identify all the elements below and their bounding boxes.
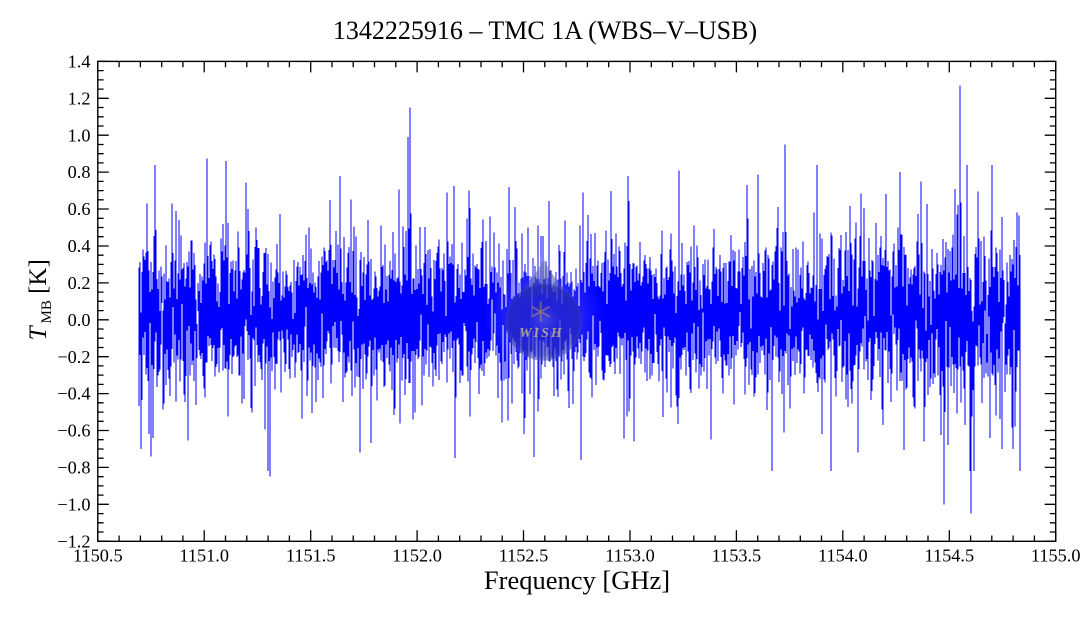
svg-text:1154.0: 1154.0	[818, 546, 868, 566]
svg-text:1150.5: 1150.5	[73, 546, 123, 566]
svg-text:0.2: 0.2	[68, 273, 91, 293]
svg-text:1342225916 – TMC 1A (WBS–V–USB: 1342225916 – TMC 1A (WBS–V–USB)	[333, 16, 757, 45]
svg-text:1151.5: 1151.5	[286, 546, 336, 566]
svg-text:0.0: 0.0	[68, 310, 91, 330]
svg-text:1151.0: 1151.0	[179, 546, 229, 566]
svg-text:Frequency [GHz]: Frequency [GHz]	[484, 565, 670, 595]
svg-text:1.2: 1.2	[68, 88, 91, 108]
svg-text:0.8: 0.8	[68, 162, 91, 182]
svg-text:0.6: 0.6	[68, 199, 91, 219]
svg-text:−0.2: −0.2	[57, 347, 90, 367]
svg-text:1152.5: 1152.5	[499, 546, 549, 566]
svg-text:−0.4: −0.4	[57, 384, 90, 404]
svg-text:1155.0: 1155.0	[1031, 546, 1080, 566]
svg-text:1153.5: 1153.5	[712, 546, 762, 566]
svg-text:1.0: 1.0	[68, 125, 91, 145]
svg-text:−0.8: −0.8	[57, 458, 90, 478]
svg-text:1152.0: 1152.0	[392, 546, 442, 566]
svg-text:T MB [K]: T MB [K]	[25, 259, 55, 340]
svg-text:0.4: 0.4	[68, 236, 91, 256]
svg-text:1.4: 1.4	[68, 52, 91, 72]
svg-text:WISH: WISH	[519, 326, 564, 341]
svg-text:−1.2: −1.2	[57, 531, 90, 551]
svg-text:1154.5: 1154.5	[924, 546, 974, 566]
svg-text:−0.6: −0.6	[57, 421, 90, 441]
svg-text:−1.0: −1.0	[57, 494, 90, 514]
svg-text:1153.0: 1153.0	[605, 546, 655, 566]
